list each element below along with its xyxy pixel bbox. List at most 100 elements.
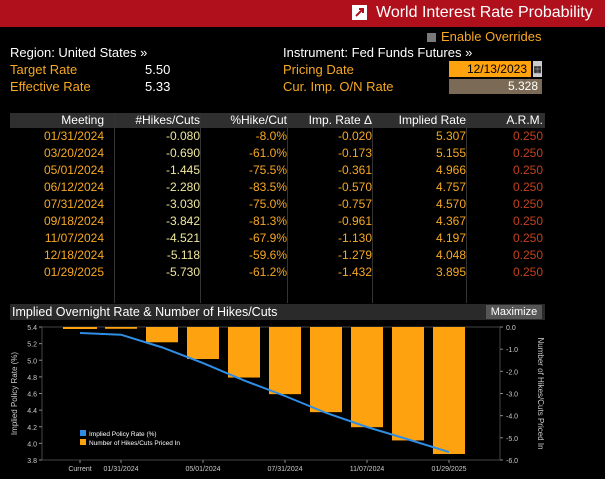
imp-rate-delta-cell: -0.361 bbox=[337, 163, 372, 177]
header-hikes-cuts[interactable]: #Hikes/Cuts bbox=[135, 113, 200, 127]
hikes-cuts-bar bbox=[146, 327, 178, 343]
y-tick-label: 3.8 bbox=[27, 458, 37, 465]
pct-hike-cut-cell: -61.0% bbox=[248, 146, 287, 160]
y2-tick-label: -4.0 bbox=[506, 414, 518, 421]
x-tick-label: 05/01/2024 bbox=[185, 466, 220, 473]
y-tick-label: 4.2 bbox=[27, 425, 37, 432]
hikes-cuts-bar bbox=[187, 327, 219, 360]
rate-chart: 5.4 5.2 5.0 4.8 4.6 4.4 4.2 4.0 3.8 0.0 -1.0 -2.0 -3… bbox=[10, 325, 545, 473]
rate-table: Meeting #Hikes/Cuts %Hike/Cut Imp. Rate … bbox=[10, 113, 545, 281]
table-header: Meeting #Hikes/Cuts %Hike/Cut Imp. Rate … bbox=[10, 113, 545, 128]
y2-tick-label: -2.0 bbox=[506, 369, 518, 376]
y2-axis-title: Number of Hikes/Cuts Priced In bbox=[536, 337, 545, 449]
column-divider bbox=[372, 113, 373, 303]
table-row[interactable]: 03/20/2024 -0.690 -61.0% -0.173 5.155 0.250 bbox=[10, 145, 545, 162]
implied-rate-cell: 3.895 bbox=[435, 265, 466, 279]
arm-cell: 0.250 bbox=[512, 197, 543, 211]
pct-hike-cut-cell: -81.3% bbox=[248, 214, 287, 228]
enable-overrides-label[interactable]: Enable Overrides bbox=[441, 29, 542, 44]
hikes-cuts-cell: -0.690 bbox=[165, 146, 200, 160]
imp-rate-delta-cell: -0.961 bbox=[337, 214, 372, 228]
y-tick-label: 5.2 bbox=[27, 342, 37, 349]
pricing-date-label: Pricing Date bbox=[283, 62, 354, 77]
table-row[interactable]: 07/31/2024 -3.030 -75.0% -0.757 4.570 0.250 bbox=[10, 196, 545, 213]
hikes-cuts-bar bbox=[433, 327, 465, 455]
implied-rate-cell: 5.155 bbox=[435, 146, 466, 160]
arm-cell: 0.250 bbox=[512, 248, 543, 262]
instrument-selector[interactable]: Instrument: Fed Funds Futures » bbox=[283, 45, 473, 60]
table-row[interactable]: 01/29/2025 -5.730 -61.2% -1.432 3.895 0.250 bbox=[10, 264, 545, 281]
meeting-cell: 07/31/2024 bbox=[43, 197, 104, 211]
implied-rate-cell: 4.966 bbox=[435, 163, 466, 177]
arm-cell: 0.250 bbox=[512, 231, 543, 245]
x-tick-label: 01/31/2024 bbox=[103, 466, 138, 473]
y-tick-label: 4.0 bbox=[27, 441, 37, 448]
legend-label-line: Implied Policy Rate (%) bbox=[89, 431, 157, 438]
effective-rate-value: 5.33 bbox=[145, 79, 171, 94]
cur-imp-rate-label: Cur. Imp. O/N Rate bbox=[283, 79, 394, 94]
implied-rate-cell: 4.570 bbox=[435, 197, 466, 211]
implied-rate-cell: 4.757 bbox=[435, 180, 466, 194]
imp-rate-delta-cell: -1.279 bbox=[337, 248, 372, 262]
meeting-cell: 01/31/2024 bbox=[43, 129, 104, 143]
hikes-cuts-cell: -5.118 bbox=[166, 248, 200, 262]
table-row[interactable]: 09/18/2024 -3.842 -81.3% -0.961 4.367 0.250 bbox=[10, 213, 545, 230]
external-link-icon[interactable] bbox=[352, 5, 367, 20]
target-rate-label: Target Rate bbox=[10, 62, 78, 77]
effective-rate-label: Effective Rate bbox=[10, 79, 91, 94]
hikes-cuts-bar bbox=[269, 327, 301, 395]
table-row[interactable]: 05/01/2024 -1.445 -75.5% -0.361 4.966 0.250 bbox=[10, 162, 545, 179]
column-divider bbox=[114, 113, 115, 303]
header-imp-rate-delta[interactable]: Imp. Rate Δ bbox=[308, 113, 372, 127]
meeting-cell: 12/18/2024 bbox=[43, 248, 104, 262]
arm-cell: 0.250 bbox=[512, 180, 543, 194]
hikes-cuts-cell: -4.521 bbox=[165, 231, 200, 245]
table-row[interactable]: 12/18/2024 -5.118 -59.6% -1.279 4.048 0.250 bbox=[10, 247, 545, 264]
header-arm[interactable]: A.R.M. bbox=[506, 113, 543, 127]
pct-hike-cut-cell: -83.5% bbox=[248, 180, 287, 194]
hikes-cuts-bar bbox=[392, 327, 424, 441]
arm-cell: 0.250 bbox=[512, 146, 543, 160]
table-row[interactable]: 01/31/2024 -0.080 -8.0% -0.020 5.307 0.250 bbox=[10, 128, 545, 145]
enable-overrides-checkbox[interactable] bbox=[427, 33, 436, 42]
implied-rate-cell: 4.367 bbox=[435, 214, 466, 228]
implied-rate-cell: 4.197 bbox=[435, 231, 466, 245]
pricing-date-input[interactable]: 12/13/2023 bbox=[449, 61, 531, 77]
column-divider bbox=[287, 113, 288, 303]
y-tick-label: 4.8 bbox=[27, 375, 37, 382]
x-tick-label: Current bbox=[68, 466, 91, 473]
table-body: 01/31/2024 -0.080 -8.0% -0.020 5.307 0.250 03/… bbox=[10, 128, 545, 281]
column-divider bbox=[466, 113, 467, 303]
implied-rate-cell: 4.048 bbox=[435, 248, 466, 262]
chart-header-bar bbox=[10, 304, 545, 320]
header-meeting[interactable]: Meeting bbox=[61, 113, 104, 127]
implied-rate-line bbox=[79, 331, 450, 454]
region-selector[interactable]: Region: United States » bbox=[10, 45, 148, 60]
arm-cell: 0.250 bbox=[512, 163, 543, 177]
calendar-icon[interactable]: ▦ bbox=[533, 61, 542, 77]
hikes-cuts-bar bbox=[310, 327, 342, 413]
imp-rate-delta-cell: -1.432 bbox=[337, 265, 372, 279]
meeting-cell: 01/29/2025 bbox=[43, 265, 104, 279]
hikes-cuts-cell: -1.445 bbox=[165, 163, 200, 177]
maximize-button[interactable]: Maximize bbox=[486, 305, 542, 319]
imp-rate-delta-cell: -0.757 bbox=[337, 197, 372, 211]
column-divider bbox=[200, 113, 201, 303]
hikes-cuts-cell: -3.030 bbox=[165, 197, 200, 211]
hikes-cuts-cell: -2.280 bbox=[165, 180, 200, 194]
legend-swatch-line bbox=[80, 430, 86, 436]
chart-title: Implied Overnight Rate & Number of Hikes… bbox=[12, 305, 278, 319]
imp-rate-delta-cell: -1.130 bbox=[337, 231, 372, 245]
header-pct-hike-cut[interactable]: %Hike/Cut bbox=[230, 113, 287, 127]
imp-rate-delta-cell: -0.020 bbox=[337, 129, 372, 143]
meeting-cell: 09/18/2024 bbox=[43, 214, 104, 228]
table-row[interactable]: 11/07/2024 -4.521 -67.9% -1.130 4.197 0.250 bbox=[10, 230, 545, 247]
y2-tick-label: -5.0 bbox=[506, 436, 518, 443]
table-row[interactable]: 06/12/2024 -2.280 -83.5% -0.570 4.757 0.250 bbox=[10, 179, 545, 196]
x-tick-label: 07/31/2024 bbox=[267, 466, 302, 473]
legend-swatch-bar bbox=[80, 439, 86, 445]
x-tick-label: 11/07/2024 bbox=[350, 466, 385, 473]
header-implied-rate[interactable]: Implied Rate bbox=[398, 113, 466, 127]
meeting-cell: 06/12/2024 bbox=[43, 180, 104, 194]
hikes-cuts-bar bbox=[351, 327, 383, 428]
